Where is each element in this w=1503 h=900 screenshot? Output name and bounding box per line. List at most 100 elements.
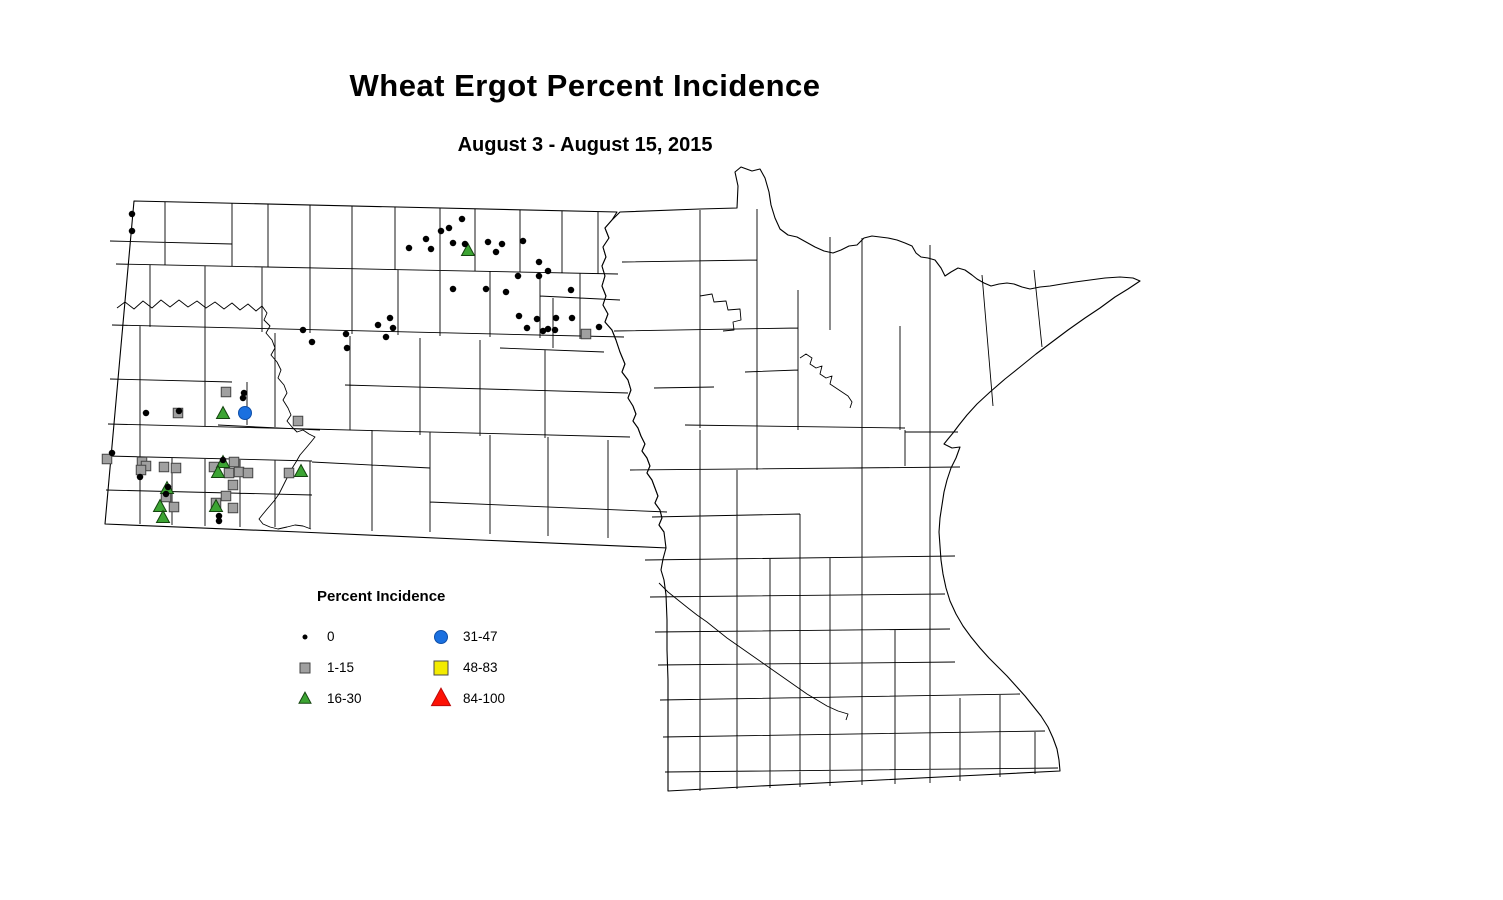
marker-0	[492, 248, 500, 256]
legend-item-0: 0	[292, 621, 362, 652]
legend-title: Percent Incidence	[317, 588, 446, 605]
marker-0	[461, 240, 469, 248]
legend-column-2: 31-47 48-83 84-100	[428, 621, 505, 714]
marker-1-15	[223, 467, 235, 479]
legend-item-label: 31-47	[463, 629, 498, 644]
marker-0	[437, 227, 445, 235]
marker-0	[342, 330, 350, 338]
dot-legend-icon	[428, 625, 454, 649]
marker-1-15	[170, 462, 182, 474]
marker-0	[427, 245, 435, 253]
marker-1-15	[227, 479, 239, 491]
missouri-river	[116, 299, 316, 530]
marker-1-15	[135, 464, 147, 476]
marker-0	[544, 325, 552, 333]
marker-0	[458, 215, 466, 223]
legend-column-1: 0 1-15 16-30	[292, 621, 362, 714]
marker-0	[544, 267, 552, 275]
marker-0	[535, 272, 543, 280]
marker-0	[449, 239, 457, 247]
marker-1-15	[283, 467, 295, 479]
marker-1-15	[227, 502, 239, 514]
marker-0	[568, 314, 576, 322]
north-dakota-shape	[104, 200, 669, 549]
marker-0	[374, 321, 382, 329]
marker-1-15	[580, 328, 592, 340]
marker-0	[386, 314, 394, 322]
marker-0	[240, 389, 248, 397]
marker-1-15	[228, 456, 240, 468]
marker-0	[382, 333, 390, 341]
legend-item-label: 48-83	[463, 660, 498, 675]
marker-0	[502, 288, 510, 296]
marker-0	[422, 235, 430, 243]
legend: Percent Incidence 0 1-15 16-30 31-47 48-83 8…	[290, 585, 560, 735]
marker-0	[567, 286, 575, 294]
markers-layer	[101, 210, 603, 525]
marker-16-30	[293, 463, 309, 478]
marker-16-30	[215, 405, 231, 420]
marker-0	[482, 285, 490, 293]
marker-0	[128, 210, 136, 218]
legend-item-16-30: 16-30	[292, 683, 362, 714]
titles-block: Wheat Ergot Percent Incidence August 3 -…	[160, 0, 1010, 157]
map-title: Wheat Ergot Percent Incidence	[349, 68, 821, 103]
marker-0	[239, 394, 247, 402]
marker-0	[533, 315, 541, 323]
marker-16-30	[208, 498, 224, 513]
marker-1-15	[101, 453, 113, 465]
marker-0	[523, 324, 531, 332]
map-subtitle: August 3 - August 15, 2015	[457, 134, 713, 156]
triangle-legend-icon	[428, 686, 454, 711]
marker-0	[445, 224, 453, 232]
marker-0	[595, 323, 603, 331]
marker-0	[535, 258, 543, 266]
marker-0	[514, 272, 522, 280]
square-legend-icon	[292, 656, 318, 680]
marker-0	[108, 449, 116, 457]
marker-0	[515, 312, 523, 320]
marker-1-15	[292, 415, 304, 427]
marker-1-15	[242, 467, 254, 479]
marker-0	[389, 324, 397, 332]
marker-1-15	[233, 466, 245, 478]
minnesota-county-lines	[613, 209, 1059, 791]
marker-0	[219, 456, 227, 464]
legend-item-label: 1-15	[327, 660, 355, 675]
marker-1-15	[168, 501, 180, 513]
marker-0	[539, 327, 547, 335]
marker-0	[405, 244, 413, 252]
marker-0	[175, 407, 183, 415]
marker-31-47	[238, 406, 252, 420]
marker-1-15	[220, 490, 232, 502]
marker-0	[215, 517, 223, 525]
marker-0	[484, 238, 492, 246]
north-dakota-county-lines	[105, 202, 668, 538]
marker-1-15	[220, 386, 232, 398]
marker-0	[343, 344, 351, 352]
marker-0	[299, 326, 307, 334]
legend-item-label: 16-30	[327, 691, 362, 706]
marker-0	[552, 314, 560, 322]
marker-0	[164, 483, 172, 491]
minnesota-shape	[601, 166, 1141, 792]
legend-item-label: 84-100	[463, 691, 506, 706]
legend-item-31-47: 31-47	[428, 621, 505, 652]
minnesota-rivers	[658, 353, 853, 721]
legend-item-1-15: 1-15	[292, 652, 362, 683]
marker-0	[215, 512, 223, 520]
marker-16-30	[152, 498, 168, 513]
marker-0	[449, 285, 457, 293]
legend-item-48-83: 48-83	[428, 652, 505, 683]
marker-0	[136, 473, 144, 481]
marker-16-30	[210, 464, 226, 479]
marker-0	[498, 240, 506, 248]
marker-0	[519, 237, 527, 245]
triangle-legend-icon	[292, 687, 318, 711]
legend-item-label: 0	[327, 629, 335, 644]
square-legend-icon	[428, 656, 454, 680]
marker-0	[142, 409, 150, 417]
marker-16-30	[460, 242, 476, 257]
